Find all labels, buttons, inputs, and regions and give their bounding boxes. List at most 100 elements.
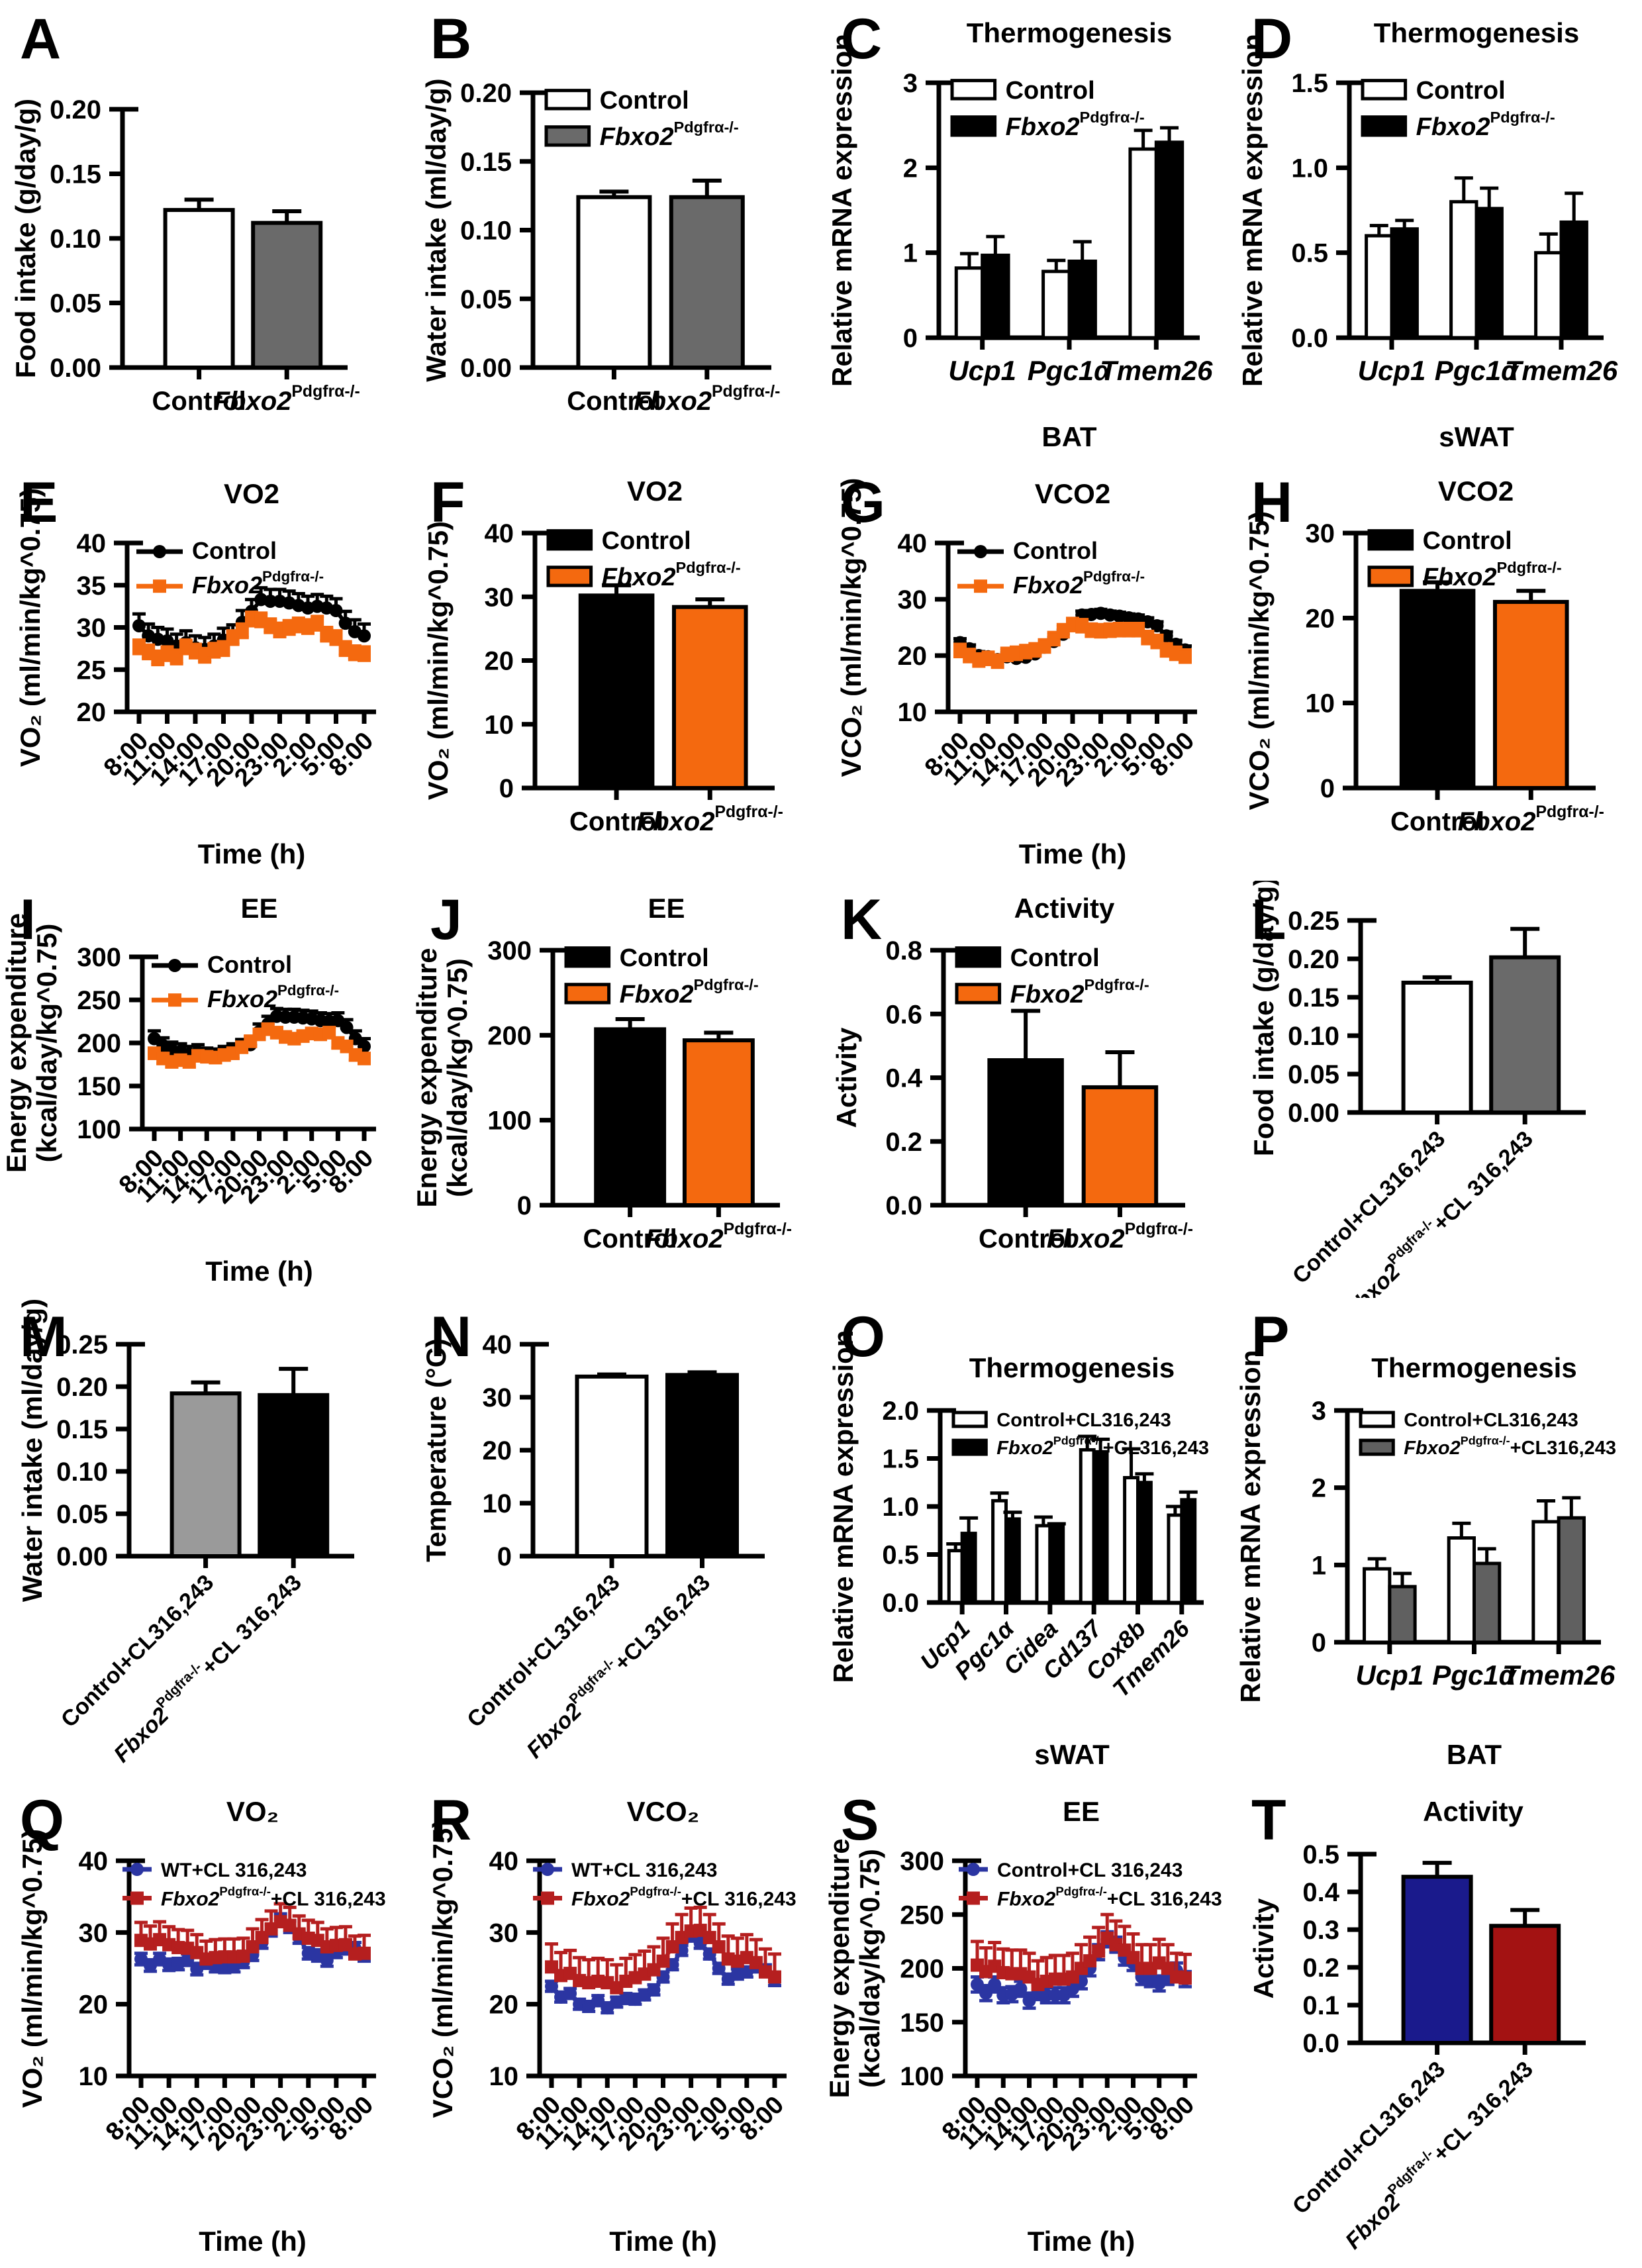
legend: Control Fbxo2Pdgfrα-/- <box>544 87 739 151</box>
svg-text:20: 20 <box>77 698 107 727</box>
panel-I-chart: EE 100 150 200 250 300 Energy expenditure (kcal… <box>1 893 379 1287</box>
svg-text:Pgc1α: Pgc1α <box>1028 355 1112 386</box>
legend: Control Fbxo2Pdgfrα-/- <box>564 944 759 1009</box>
panel-B-chart: 0.00 0.05 0.10 0.15 0.20 Water intake (ml/day… <box>420 78 780 416</box>
svg-text:Relative mRNA expression: Relative mRNA expression <box>1235 1350 1266 1703</box>
series <box>134 1902 371 1966</box>
panel-L-svg: 0.00 0.05 0.10 0.15 0.20 0.25 Food intake (g/d… <box>1248 881 1586 1298</box>
svg-text:20: 20 <box>483 1436 512 1465</box>
svg-text:VCO2: VCO2 <box>1438 475 1514 507</box>
svg-text:30: 30 <box>483 1383 512 1412</box>
svg-text:Control+CL316,243: Control+CL316,243 <box>56 1570 218 1732</box>
svg-text:0.0: 0.0 <box>885 1191 922 1220</box>
svg-text:Water intake (ml/day/g): Water intake (ml/day/g) <box>17 1299 48 1602</box>
axes <box>550 948 780 1208</box>
bar <box>1136 1481 1153 1604</box>
svg-text:0.15: 0.15 <box>1288 983 1339 1012</box>
svg-text:0.4: 0.4 <box>885 1064 922 1093</box>
svg-text:0.3: 0.3 <box>1302 1916 1339 1945</box>
svg-text:0.15: 0.15 <box>50 160 101 189</box>
svg-text:0.00: 0.00 <box>50 354 101 383</box>
bar <box>1399 589 1476 790</box>
svg-text:0: 0 <box>903 324 918 353</box>
bar <box>1154 140 1184 340</box>
svg-text:Tmem26: Tmem26 <box>1505 355 1618 386</box>
svg-text:VCO₂ (ml/min/kg^0.75): VCO₂ (ml/min/kg^0.75) <box>427 1819 458 2118</box>
svg-text:30: 30 <box>79 1918 109 1948</box>
svg-text:200: 200 <box>77 1029 121 1058</box>
svg-text:100: 100 <box>487 1107 532 1136</box>
panel-O: O Thermogenesis 0.0 0.5 1.0 1.5 2.0 Relative mR… <box>821 1298 1232 1781</box>
svg-text:VO2: VO2 <box>627 475 683 507</box>
svg-text:Control: Control <box>583 1224 677 1254</box>
svg-text:0.5: 0.5 <box>882 1541 919 1570</box>
svg-text:Fbxo2Pdgfrα-/-: Fbxo2Pdgfrα-/- <box>1416 109 1555 141</box>
svg-text:0.0: 0.0 <box>1302 2029 1339 2058</box>
bar <box>1363 1567 1392 1644</box>
panel-O-svg: Thermogenesis 0.0 0.5 1.0 1.5 2.0 Relative mRN… <box>828 1330 1209 1770</box>
svg-text:BAT: BAT <box>1447 1739 1502 1770</box>
svg-text:100: 100 <box>77 1115 121 1144</box>
bar <box>1473 1561 1502 1644</box>
svg-text:0.05: 0.05 <box>56 1500 108 1529</box>
bar <box>1559 220 1588 340</box>
svg-text:Ucp1: Ucp1 <box>948 355 1016 386</box>
axes <box>1358 1851 1586 2046</box>
svg-text:Fbxo2Pdgfrα-/-: Fbxo2Pdgfrα-/- <box>1010 976 1149 1009</box>
panel-E-chart: VO2 20 25 30 35 40 VO₂ (ml/min/kg^0.75) Time (h… <box>15 478 379 869</box>
svg-text:Fbxo2Pdgfrα-/-: Fbxo2Pdgfrα-/- <box>600 119 739 151</box>
panel-letter-B: B <box>430 7 472 71</box>
svg-text:40: 40 <box>485 519 514 548</box>
svg-text:VO₂ (ml/min/kg^0.75): VO₂ (ml/min/kg^0.75) <box>422 521 454 800</box>
svg-text:0: 0 <box>499 774 514 803</box>
panel-B-svg: 0.00 0.05 0.10 0.15 0.20 Water intake (ml/day… <box>420 78 780 416</box>
svg-text:0: 0 <box>1320 774 1335 803</box>
panel-R: R VCO₂ 10 20 30 40 VCO₂ (ml/min/kg^0.75) Time (… <box>410 1781 821 2268</box>
bar <box>1401 1875 1473 2045</box>
legend: Control+CL316,243 Fbxo2Pdgfrα-/-+CL316,24… <box>1359 1410 1616 1459</box>
panel-G: G VCO2 10 20 30 40 VCO₂ (ml/min/kg^0.75) Time (… <box>821 464 1232 881</box>
panel-letter-G: G <box>841 471 885 534</box>
svg-text:Thermogenesis: Thermogenesis <box>967 17 1172 48</box>
svg-text:VO₂ (ml/min/kg^0.75): VO₂ (ml/min/kg^0.75) <box>17 1829 48 2108</box>
panel-E: E VO2 20 25 30 35 40 VO₂ (ml/min/kg^0.75) Time (… <box>0 464 410 881</box>
bar <box>1180 1498 1197 1604</box>
svg-text:0.25: 0.25 <box>1288 907 1339 936</box>
legend: Control+CL 316,243 Fbxo2Pdgfrα-/-+CL 316,… <box>959 1859 1222 1910</box>
svg-text:Time (h): Time (h) <box>1028 2226 1135 2257</box>
bar <box>169 1391 242 1558</box>
svg-text:3: 3 <box>903 69 918 98</box>
panel-H: H VCO2 0 10 20 30 VCO₂ (ml/min/kg^0.75) Control… <box>1232 464 1642 881</box>
svg-text:1.5: 1.5 <box>882 1445 919 1474</box>
svg-text:Fbxo2Pdgfrα-/-: Fbxo2Pdgfrα-/- <box>1013 568 1145 599</box>
svg-text:Control: Control <box>192 537 277 564</box>
panel-R-chart: VCO₂ 10 20 30 40 VCO₂ (ml/min/kg^0.75) Time (h… <box>427 1796 797 2257</box>
panel-T-chart: Activity 0.0 0.1 0.2 0.3 0.4 0.5 Activity Contro… <box>1248 1796 1586 2254</box>
svg-text:(kcal/day/kg^0.75): (kcal/day/kg^0.75) <box>442 958 473 1197</box>
bar <box>1041 270 1071 340</box>
bar <box>576 195 652 370</box>
svg-text:Fbxo2Pdgfrα-/-: Fbxo2Pdgfrα-/- <box>637 803 783 836</box>
svg-text:30: 30 <box>485 583 514 612</box>
svg-text:150: 150 <box>900 2008 944 2038</box>
svg-text:1: 1 <box>1312 1551 1326 1580</box>
bar <box>991 1499 1008 1604</box>
legend: Control+CL316,243 Fbxo2Pdgfrα-/-+CL316,24… <box>951 1410 1209 1459</box>
svg-text:Fbxo2Pdgfrα-/-+CL316,243: Fbxo2Pdgfrα-/-+CL316,243 <box>996 1434 1209 1459</box>
svg-text:VO2: VO2 <box>224 478 279 509</box>
panel-letter-D: D <box>1251 7 1293 71</box>
axes <box>1358 918 1586 1115</box>
panel-letter-E: E <box>20 471 58 534</box>
svg-text:200: 200 <box>487 1021 532 1050</box>
bar <box>578 593 655 790</box>
svg-text:Control: Control <box>1390 807 1484 836</box>
svg-text:Control: Control <box>569 807 663 836</box>
bar <box>947 1549 964 1604</box>
panel-E-svg: VO2 20 25 30 35 40 VO₂ (ml/min/kg^0.75) Time (h… <box>15 478 379 869</box>
svg-text:Fbxo2Pdgfrα-/-: Fbxo2Pdgfrα-/- <box>646 1220 792 1254</box>
svg-text:0.10: 0.10 <box>56 1457 108 1487</box>
svg-text:Fbxo2Pdgfrα-/-: Fbxo2Pdgfrα-/- <box>1047 1220 1193 1254</box>
panel-F: F VO2 0 10 20 30 40 VO₂ (ml/min/kg^0.75) Control… <box>410 464 821 881</box>
